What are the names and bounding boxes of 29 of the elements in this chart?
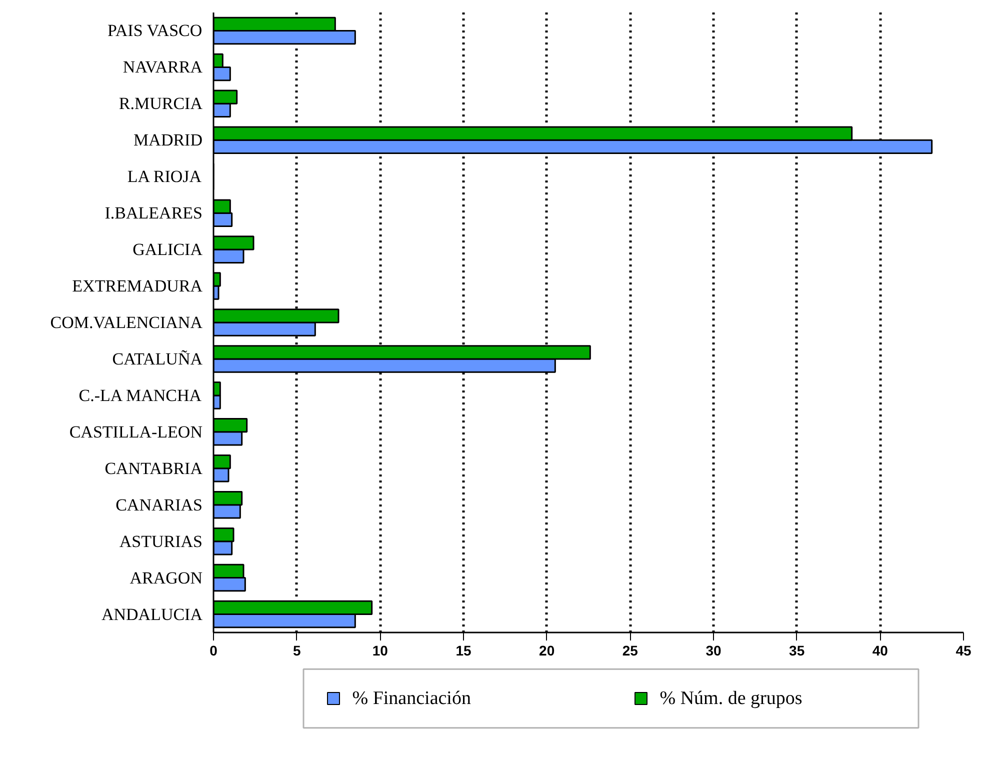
y-tick-label: CANTABRIA (104, 458, 204, 478)
y-tick-label: CASTILLA-LEON (69, 422, 203, 442)
y-tick-label: EXTREMADURA (72, 276, 204, 296)
y-tick-label: MADRID (134, 130, 203, 150)
x-tick-label: 45 (956, 642, 972, 658)
x-tick-label: 10 (372, 642, 388, 658)
y-tick-label: PAIS VASCO (108, 21, 202, 40)
y-tick-label: GALICIA (132, 240, 204, 260)
y-tick-label: ASTURIAS (119, 532, 202, 551)
x-tick-label: 0 (210, 642, 218, 658)
x-tick-label: 30 (706, 642, 722, 658)
legend-label: % Núm. de grupos (660, 688, 802, 709)
x-tick-label: 15 (456, 642, 472, 658)
y-tick-label: NAVARRA (122, 58, 204, 77)
x-tick-label: 35 (789, 642, 805, 658)
x-tick-label: 25 (622, 642, 638, 658)
legend-label: % Financiación (352, 688, 472, 709)
y-tick-label: R.MURCIA (118, 94, 204, 114)
y-tick-label: I.BALEARES (104, 204, 202, 223)
x-tick-label: 5 (292, 642, 301, 658)
x-tick-label: 40 (872, 642, 888, 658)
x-tick-label: 20 (539, 642, 555, 658)
y-tick-label: LA RIOJA (127, 167, 202, 186)
y-tick-label: CANARIAS (116, 495, 203, 514)
y-tick-label: COM.VALENCIANA (50, 313, 204, 332)
y-tick-label: CATALUÑA (112, 349, 204, 368)
y-tick-label: C.-LA MANCHA (78, 386, 202, 405)
y-tick-label: ANDALUCIA (101, 604, 204, 624)
y-tick-label: ARAGON (130, 568, 203, 588)
